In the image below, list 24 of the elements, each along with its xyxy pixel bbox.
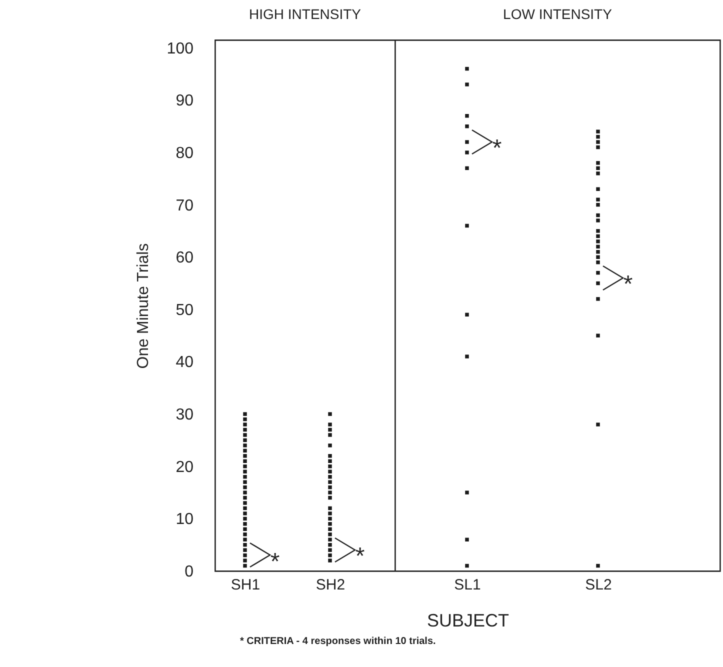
- y-tick-label: 10: [176, 511, 194, 528]
- text: * CRITERIA - 4 responses within 10 trials.: [240, 636, 436, 647]
- y-tick-label: 70: [176, 197, 194, 214]
- y-tick-label: 90: [176, 92, 194, 110]
- y-tick-label: 30: [176, 406, 194, 424]
- x-tick-label: SL1: [454, 576, 481, 594]
- y-tick-label: 40: [176, 354, 194, 372]
- annotation: *: [270, 548, 280, 576]
- y-tick-label: 50: [176, 302, 194, 319]
- chart-title: LOW INTENSITY: [503, 6, 613, 22]
- y-tick-label: 20: [176, 458, 194, 476]
- x-tick-label: SH2: [316, 576, 346, 594]
- y-tick-label: 60: [176, 250, 194, 267]
- x-tick-label: SH1: [230, 576, 260, 594]
- y-axis-title: One Minute Trials: [134, 243, 152, 369]
- x-axis-title: SUBJECT: [426, 610, 510, 630]
- x-tick-label: SL2: [585, 576, 612, 594]
- annotation: *: [355, 543, 365, 570]
- chart-title: HIGH INTENSITY: [248, 6, 362, 22]
- y-tick-label: 80: [176, 144, 194, 162]
- annotation: *: [623, 271, 633, 298]
- y-tick-label: 0: [184, 564, 194, 580]
- annotation: *: [492, 135, 502, 162]
- y-tick-label: 100: [166, 40, 194, 58]
